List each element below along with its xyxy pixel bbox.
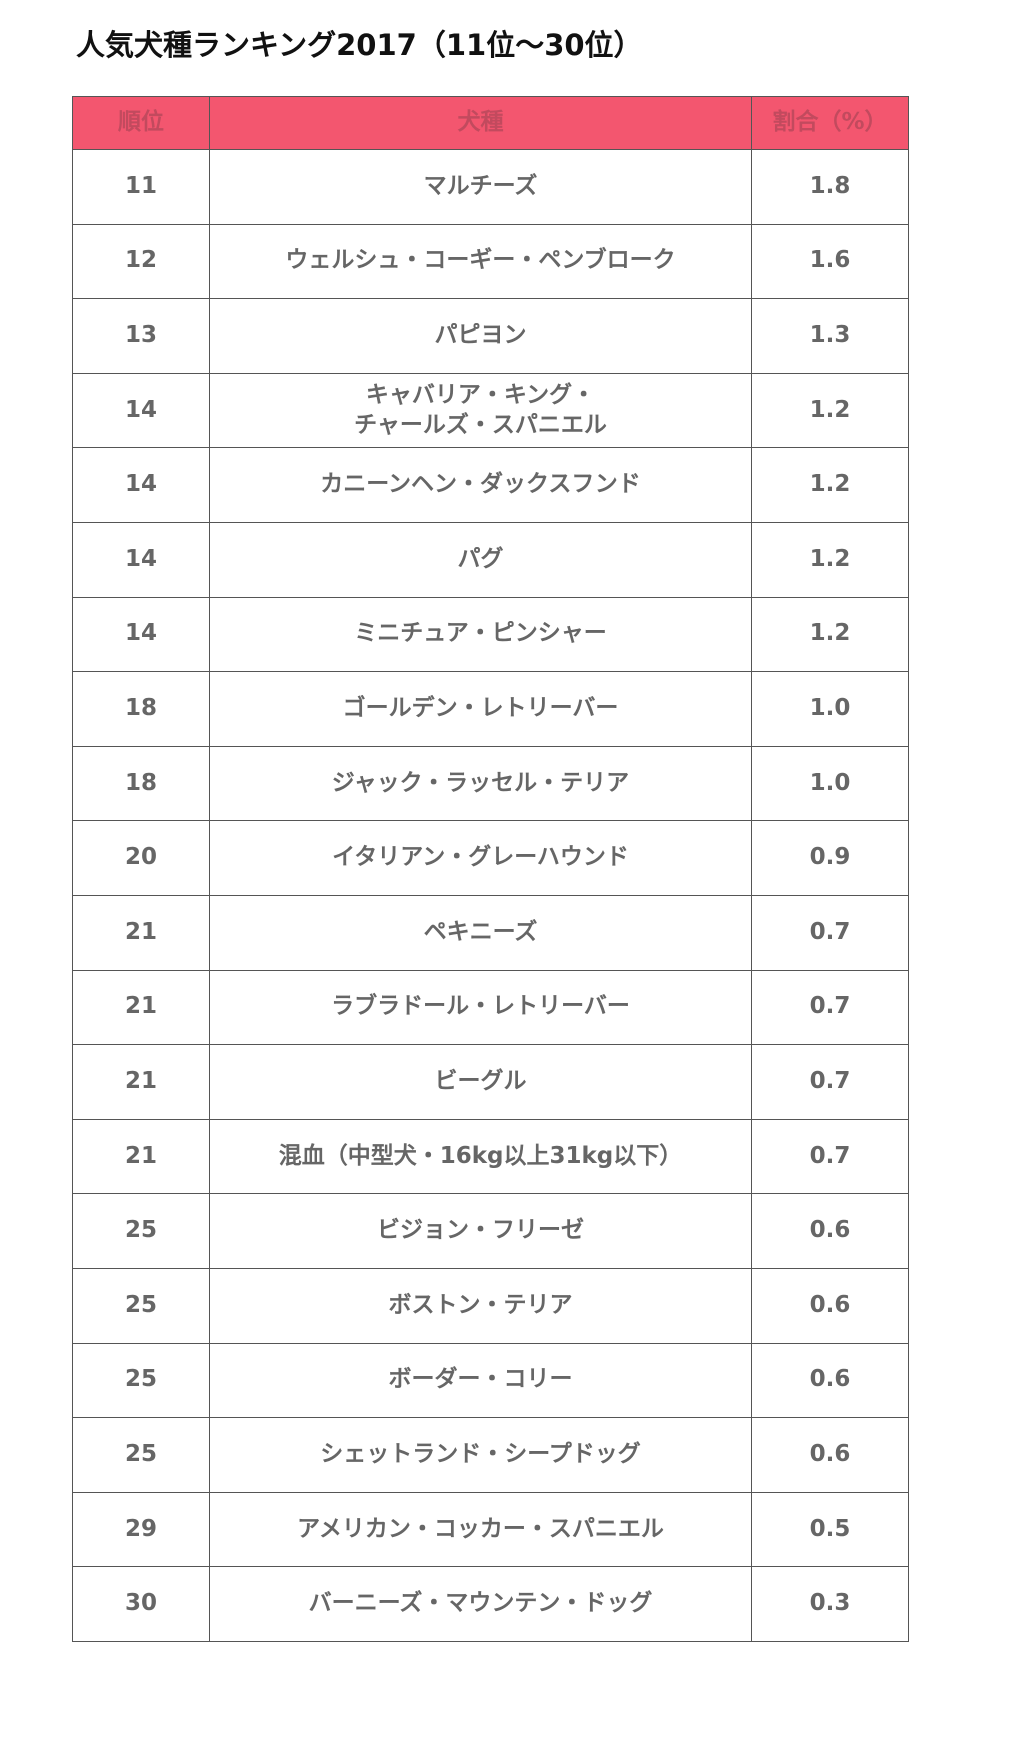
table-row: 14 カニーンヘン・ダックスフンド 1.2	[72, 447, 909, 523]
breed-cell: ウェルシュ・コーギー・ペンブローク	[209, 223, 752, 300]
rank-cell: 18	[72, 745, 210, 822]
table-row: 11 マルチーズ 1.8	[72, 149, 909, 225]
header-cell: 犬種	[209, 96, 752, 150]
share-cell: 0.9	[751, 820, 909, 896]
share-cell: 0.3	[751, 1566, 909, 1642]
share-cell: 1.2	[751, 447, 909, 523]
breed-cell: ビーグル	[209, 1044, 752, 1120]
rank-cell: 25	[72, 1267, 210, 1344]
rank-cell: 30	[72, 1566, 210, 1642]
table-row: 14 キャバリア・キング・ チャールズ・スパニエル 1.2	[72, 372, 909, 449]
header-cell: 割合（%）	[751, 96, 909, 150]
rank-cell: 14	[72, 521, 210, 598]
share-cell: 1.2	[751, 372, 909, 449]
breed-cell: ペキニーズ	[209, 894, 752, 971]
breed-cell: ミニチュア・ピンシャー	[209, 596, 752, 673]
rank-cell: 11	[72, 149, 210, 225]
breed-cell: バーニーズ・マウンテン・ドッグ	[209, 1566, 752, 1642]
share-cell: 1.3	[751, 298, 909, 374]
table-row: 25 ボーダー・コリー 0.6	[72, 1342, 909, 1419]
rank-cell: 25	[72, 1342, 210, 1419]
table-row: 25 ビジョン・フリーゼ 0.6	[72, 1193, 909, 1269]
rank-cell: 21	[72, 1118, 210, 1195]
breed-cell: ビジョン・フリーゼ	[209, 1193, 752, 1269]
rank-cell: 14	[72, 372, 210, 449]
share-cell: 1.0	[751, 671, 909, 747]
share-cell: 0.6	[751, 1193, 909, 1269]
breed-cell: ボーダー・コリー	[209, 1342, 752, 1419]
breed-cell: キャバリア・キング・ チャールズ・スパニエル	[209, 372, 752, 449]
rank-cell: 18	[72, 671, 210, 747]
share-cell: 1.2	[751, 521, 909, 598]
rank-cell: 21	[72, 1044, 210, 1120]
table-row: 20 イタリアン・グレーハウンド 0.9	[72, 820, 909, 896]
share-cell: 0.7	[751, 894, 909, 971]
breed-cell: パピヨン	[209, 298, 752, 374]
table-row: 25 ボストン・テリア 0.6	[72, 1267, 909, 1344]
rank-cell: 14	[72, 447, 210, 523]
title: 人気犬種ランキング2017（11位～30位）	[76, 28, 643, 62]
table-row: 14 パグ 1.2	[72, 521, 909, 598]
breed-cell: マルチーズ	[209, 149, 752, 225]
share-cell: 0.7	[751, 1044, 909, 1120]
table-row: 25 シェットランド・シープドッグ 0.6	[72, 1417, 909, 1493]
breed-cell: シェットランド・シープドッグ	[209, 1417, 752, 1493]
table-row: 18 ゴールデン・レトリーバー 1.0	[72, 671, 909, 747]
rank-cell: 12	[72, 223, 210, 300]
table-row: 13 パピヨン 1.3	[72, 298, 909, 374]
share-cell: 0.7	[751, 969, 909, 1046]
share-cell: 0.6	[751, 1342, 909, 1419]
share-cell: 0.7	[751, 1118, 909, 1195]
share-cell: 0.6	[751, 1267, 909, 1344]
table-row: 29 アメリカン・コッカー・スパニエル 0.5	[72, 1491, 909, 1568]
table-row: 21 ビーグル 0.7	[72, 1044, 909, 1120]
rank-cell: 25	[72, 1193, 210, 1269]
share-cell: 1.0	[751, 745, 909, 822]
share-cell: 0.5	[751, 1491, 909, 1568]
table-row: 21 ラブラドール・レトリーバー 0.7	[72, 969, 909, 1046]
breed-cell: カニーンヘン・ダックスフンド	[209, 447, 752, 523]
breed-cell: 混血（中型犬・16kg以上31kg以下）	[209, 1118, 752, 1195]
breed-cell: イタリアン・グレーハウンド	[209, 820, 752, 896]
breed-cell: アメリカン・コッカー・スパニエル	[209, 1491, 752, 1568]
table-row: 18 ジャック・ラッセル・テリア 1.0	[72, 745, 909, 822]
table-row: 21 混血（中型犬・16kg以上31kg以下） 0.7	[72, 1118, 909, 1195]
breed-cell: ジャック・ラッセル・テリア	[209, 745, 752, 822]
share-cell: 1.6	[751, 223, 909, 300]
share-cell: 1.2	[751, 596, 909, 673]
rank-cell: 20	[72, 820, 210, 896]
share-cell: 0.6	[751, 1417, 909, 1493]
share-cell: 1.8	[751, 149, 909, 225]
rank-cell: 25	[72, 1417, 210, 1493]
rank-cell: 13	[72, 298, 210, 374]
breed-cell: パグ	[209, 521, 752, 598]
table-row: 12 ウェルシュ・コーギー・ペンブローク 1.6	[72, 223, 909, 300]
header-cell: 順位	[72, 96, 210, 150]
table-row: 14 ミニチュア・ピンシャー 1.2	[72, 596, 909, 673]
rank-cell: 21	[72, 894, 210, 971]
rank-cell: 21	[72, 969, 210, 1046]
table-row: 30 バーニーズ・マウンテン・ドッグ 0.3	[72, 1566, 909, 1642]
header-row: 順位 犬種 割合（%）	[72, 96, 909, 150]
rank-cell: 14	[72, 596, 210, 673]
table-body: 11 マルチーズ 1.8 12 ウェルシュ・コーギー・ペンブローク 1.6 13 パピヨン 1.…	[72, 149, 909, 1642]
table-row: 21 ペキニーズ 0.7	[72, 894, 909, 971]
breed-cell: ゴールデン・レトリーバー	[209, 671, 752, 747]
breed-cell: ボストン・テリア	[209, 1267, 752, 1344]
breed-cell: ラブラドール・レトリーバー	[209, 969, 752, 1046]
rank-cell: 29	[72, 1491, 210, 1568]
ranking-table: 順位 犬種 割合（%） 11 マルチーズ 1.8 12 ウェルシュ・コーギー・ペンブロー…	[72, 96, 909, 1642]
